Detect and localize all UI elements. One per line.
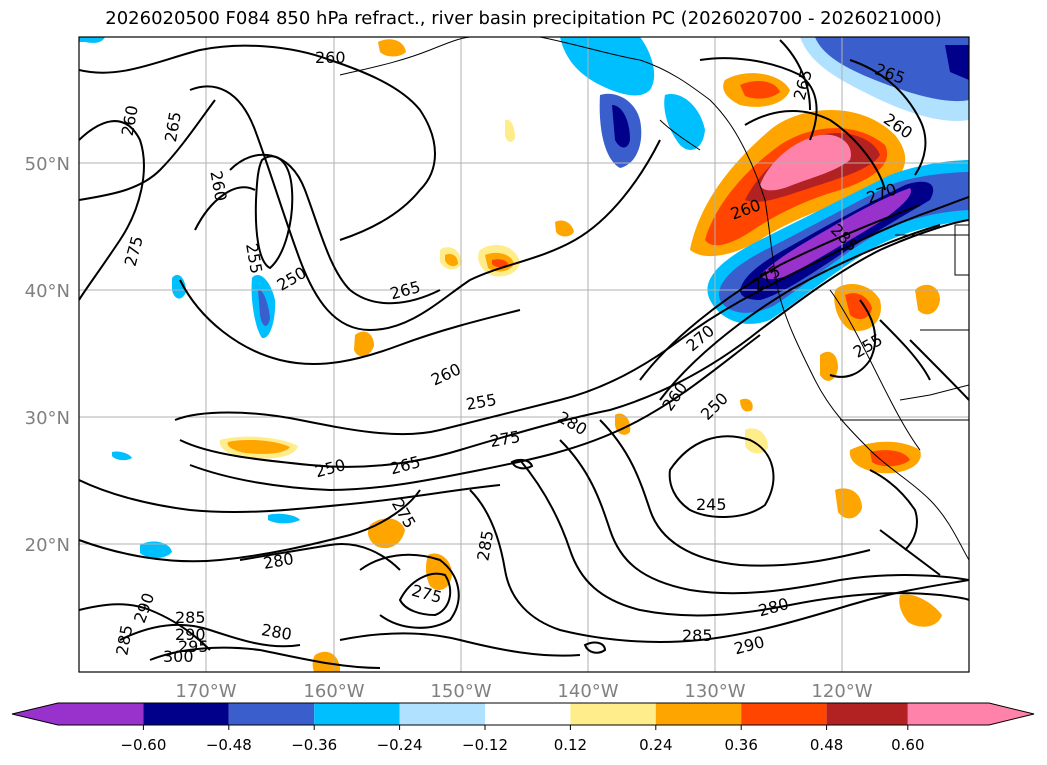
colorbar-tick-label: 0.24 bbox=[639, 736, 672, 754]
colorbar-swatch bbox=[907, 703, 989, 725]
lat-label: 50°N bbox=[25, 154, 70, 175]
colorbar-tick-label: 0.36 bbox=[724, 736, 757, 754]
lon-label: 130°W bbox=[684, 681, 745, 702]
lat-label: 20°N bbox=[25, 535, 70, 556]
colorbar-tick-label: −0.60 bbox=[120, 736, 166, 754]
plot-frame bbox=[78, 36, 970, 673]
longitude-labels: 170°W 160°W 150°W 140°W 130°W 120°W bbox=[175, 681, 872, 702]
contour-label: 300 bbox=[163, 647, 194, 666]
colorbar-swatch bbox=[143, 703, 229, 725]
colorbar-tick-label: 0.48 bbox=[810, 736, 843, 754]
colorbar-swatch bbox=[58, 703, 144, 725]
colorbar-outline bbox=[11, 702, 1035, 726]
lat-label: 30°N bbox=[25, 408, 70, 429]
lon-label: 170°W bbox=[175, 681, 236, 702]
graticule bbox=[79, 37, 969, 672]
colorbar-tick-label: 0.12 bbox=[554, 736, 587, 754]
colorbar-swatch bbox=[485, 703, 571, 725]
lon-label: 140°W bbox=[557, 681, 618, 702]
map-title: 2026020500 F084 850 hPa refract., river … bbox=[105, 8, 942, 29]
colorbar-ticks bbox=[142, 725, 909, 730]
colorbar-swatch bbox=[570, 703, 656, 725]
contour-label: 285 bbox=[175, 608, 206, 627]
colorbar-tick-label: −0.12 bbox=[462, 736, 508, 754]
lon-label: 160°W bbox=[303, 681, 364, 702]
colorbar-swatch bbox=[314, 703, 400, 725]
colorbar-tick-label: −0.48 bbox=[206, 736, 252, 754]
refractivity-contours bbox=[79, 39, 969, 669]
coastlines bbox=[339, 37, 969, 561]
latitude-labels: 50°N 40°N 30°N 20°N bbox=[25, 154, 70, 556]
colorbar-extend-min bbox=[12, 703, 58, 725]
colorbar-tick-label: 0.60 bbox=[891, 736, 924, 754]
contour-label: 245 bbox=[696, 495, 727, 514]
colorbar-swatch bbox=[655, 703, 742, 725]
lon-label: 150°W bbox=[430, 681, 491, 702]
colorbar-extend-max bbox=[989, 703, 1034, 725]
contour-label: 290 bbox=[175, 625, 206, 644]
contour-label: 260 bbox=[315, 48, 346, 67]
colorbar-tick-labels: −0.60 −0.48 −0.36 −0.24 −0.12 0.12 0.24 … bbox=[120, 736, 924, 754]
lat-label: 40°N bbox=[25, 281, 70, 302]
lon-label: 120°W bbox=[811, 681, 872, 702]
contour-label: 295 bbox=[178, 637, 209, 656]
colorbar-swatch bbox=[826, 703, 908, 725]
colorbar: −0.60 −0.48 −0.36 −0.24 −0.12 0.12 0.24 … bbox=[11, 702, 1035, 754]
colorbar-tick-label: −0.24 bbox=[377, 736, 423, 754]
colorbar-swatch bbox=[399, 703, 485, 725]
contour-label: 285 bbox=[682, 626, 713, 645]
colorbar-swatch bbox=[228, 703, 315, 725]
colorbar-swatch bbox=[741, 703, 827, 725]
colorbar-tick-label: −0.36 bbox=[291, 736, 337, 754]
